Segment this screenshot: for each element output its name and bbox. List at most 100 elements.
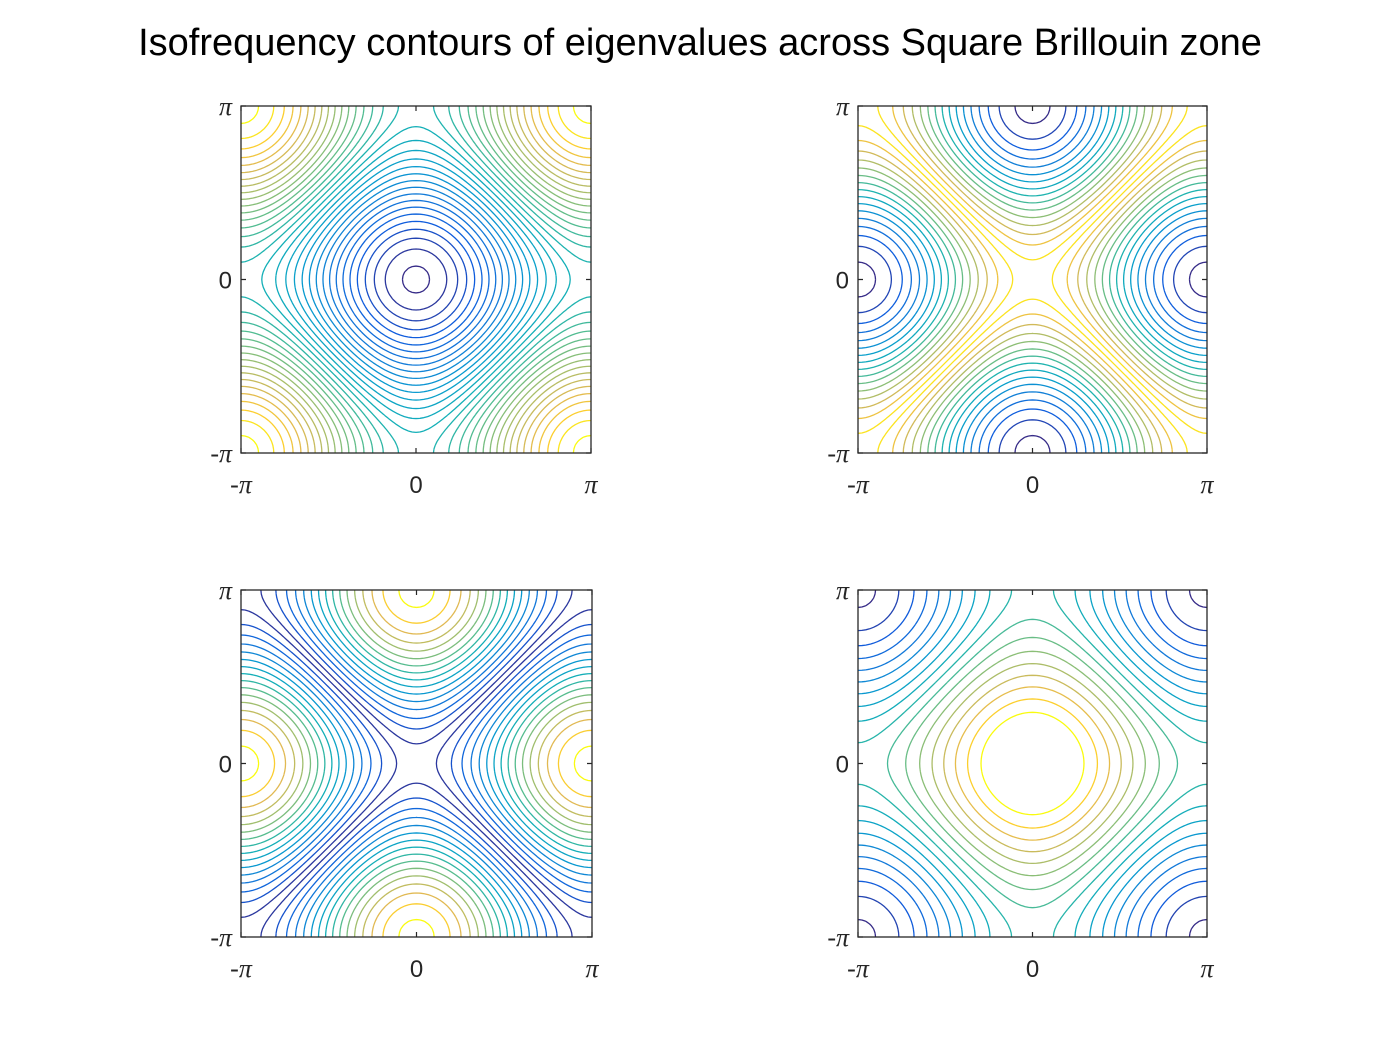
- contour-level-4: [858, 590, 1207, 937]
- contour-level-12: [241, 106, 591, 453]
- contour-level-29: [356, 220, 476, 339]
- contour-level-14: [241, 623, 592, 904]
- contour-level-3: [858, 590, 1207, 937]
- contour-lines: [858, 590, 1207, 937]
- contour-level-13: [931, 662, 1134, 865]
- contour-level-5: [241, 106, 591, 453]
- contour-level-5: [858, 210, 1207, 349]
- contour-level-25: [339, 590, 494, 937]
- subplot-top-left: -π 0 π -π 0 π: [210, 92, 598, 499]
- axes-frame: [857, 589, 1208, 938]
- contour-level-16: [877, 106, 1188, 453]
- y-tick-label: π: [836, 576, 850, 605]
- contour-level-6: [241, 106, 591, 453]
- contour-level-2: [241, 718, 592, 809]
- contour-level-3: [241, 106, 591, 453]
- y-tick-label: -π: [827, 923, 850, 952]
- contour-level-23: [324, 590, 509, 937]
- contour-lines: [858, 106, 1207, 453]
- contour-level-4: [858, 217, 1207, 342]
- contour-level-6: [241, 686, 592, 841]
- contour-level-24: [331, 590, 502, 937]
- figure-title: Isofrequency contours of eigenvalues acr…: [138, 22, 1262, 64]
- axis-ticks: [240, 589, 593, 938]
- y-tick-label: π: [219, 576, 233, 605]
- axis-ticks: [857, 589, 1208, 938]
- contour-level-16: [966, 698, 1099, 829]
- contour-level-18: [285, 590, 548, 937]
- contour-level-19: [285, 149, 547, 410]
- contour-level-26: [335, 199, 497, 360]
- contour-level-30: [998, 106, 1067, 453]
- contour-level-2: [858, 590, 1207, 937]
- x-tick-label: -π: [847, 470, 870, 499]
- contour-level-17: [892, 106, 1173, 453]
- contour-level-8: [858, 590, 1207, 937]
- contour-level-2: [241, 106, 591, 453]
- x-tick-label: π: [1200, 470, 1214, 499]
- x-tick-label: -π: [847, 954, 870, 983]
- y-tick-label: -π: [210, 923, 233, 952]
- subplot-top-right: -π 0 π -π 0 π: [827, 92, 1214, 499]
- y-tick-label: π: [836, 92, 850, 121]
- contour-level-5: [241, 694, 592, 833]
- contour-level-7: [858, 195, 1207, 364]
- contour-level-8: [241, 106, 591, 453]
- y-tick-label: 0: [836, 268, 849, 295]
- contour-level-31: [373, 237, 459, 322]
- contour-level-28: [978, 106, 1087, 453]
- contour-level-27: [342, 206, 490, 353]
- contour-level-1: [241, 729, 592, 798]
- contour-level-1: [858, 245, 1207, 314]
- contour-level-1: [858, 590, 1207, 937]
- contour-level-1: [241, 106, 591, 453]
- contour-level-18: [902, 106, 1163, 453]
- contour-level-6: [858, 202, 1207, 357]
- contour-level-11: [241, 106, 591, 453]
- axis-ticks: [857, 105, 1208, 454]
- contour-lines: [241, 106, 591, 453]
- contour-level-24: [322, 186, 510, 373]
- x-tick-label: 0: [410, 956, 423, 983]
- contour-level-13: [241, 106, 591, 453]
- contour-level-28: [362, 590, 471, 937]
- x-tick-label: π: [585, 954, 599, 983]
- contour-level-29: [371, 590, 462, 937]
- contour-level-15: [241, 609, 592, 918]
- contour-level-20: [303, 590, 530, 937]
- contour-level-25: [328, 193, 504, 366]
- contour-level-26: [962, 106, 1103, 453]
- contour-level-10: [241, 106, 591, 453]
- contour-level-10: [858, 174, 1207, 385]
- contour-level-29: [987, 106, 1078, 453]
- contour-level-18: [275, 139, 557, 420]
- contour-level-22: [934, 106, 1131, 453]
- contour-level-21: [310, 590, 523, 937]
- contour-level-11: [241, 651, 592, 876]
- contour-level-26: [346, 590, 487, 937]
- contour-level-0: [858, 261, 1207, 298]
- contour-level-15: [954, 686, 1111, 841]
- contour-level-20: [919, 106, 1146, 453]
- y-tick-label: 0: [219, 268, 232, 295]
- contour-level-7: [241, 679, 592, 848]
- contour-level-9: [241, 106, 591, 453]
- x-tick-label: π: [1200, 954, 1214, 983]
- contour-level-0: [858, 590, 1207, 937]
- contour-level-7: [241, 106, 591, 453]
- x-tick-label: -π: [230, 954, 253, 983]
- y-tick-label: -π: [827, 439, 850, 468]
- contour-level-4: [241, 106, 591, 453]
- contour-level-33: [401, 265, 431, 294]
- axes-frame: [857, 105, 1208, 454]
- contour-level-0: [241, 745, 592, 782]
- y-tick-label: 0: [219, 752, 232, 779]
- contour-level-21: [301, 165, 531, 394]
- y-tick-label: -π: [210, 439, 233, 468]
- contour-level-10: [886, 618, 1179, 909]
- contour-level-23: [941, 106, 1124, 453]
- contour-level-15: [241, 106, 591, 453]
- contour-level-17: [275, 590, 558, 937]
- contour-level-16: [260, 590, 573, 937]
